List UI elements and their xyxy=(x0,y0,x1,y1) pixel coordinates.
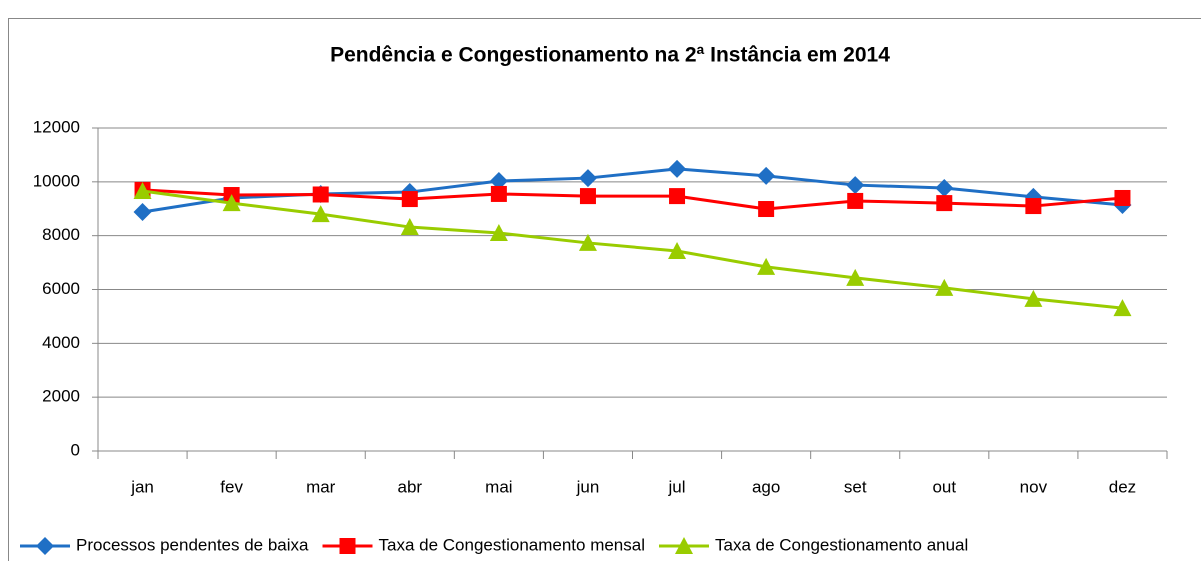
legend-label: Taxa de Congestionamento anual xyxy=(715,535,968,554)
marker-square xyxy=(1025,198,1041,214)
y-tick-label: 2000 xyxy=(42,387,80,406)
marker-square xyxy=(491,186,507,202)
x-tick-label: set xyxy=(844,477,867,496)
legend-label: Taxa de Congestionamento mensal xyxy=(379,535,646,554)
x-tick-label: dez xyxy=(1109,477,1136,496)
y-tick-label: 4000 xyxy=(42,333,80,352)
y-tick-label: 10000 xyxy=(33,171,80,190)
x-tick-label: abr xyxy=(398,477,423,496)
y-tick-label: 12000 xyxy=(33,117,80,136)
x-tick-label: jun xyxy=(576,477,600,496)
marker-square xyxy=(340,538,356,554)
marker-square xyxy=(313,186,329,202)
y-tick-label: 8000 xyxy=(42,225,80,244)
x-tick-label: out xyxy=(932,477,956,496)
marker-square xyxy=(847,193,863,209)
x-tick-label: mai xyxy=(485,477,512,496)
marker-square xyxy=(936,195,952,211)
marker-square xyxy=(669,188,685,204)
marker-square xyxy=(758,201,774,217)
x-tick-label: mar xyxy=(306,477,336,496)
marker-square xyxy=(580,188,596,204)
chart-title: Pendência e Congestionamento na 2ª Instâ… xyxy=(330,44,890,67)
marker-square xyxy=(1114,190,1130,206)
y-tick-label: 6000 xyxy=(42,279,80,298)
x-tick-label: jan xyxy=(130,477,154,496)
x-tick-label: ago xyxy=(752,477,780,496)
y-tick-label: 0 xyxy=(71,440,80,459)
x-tick-label: jul xyxy=(668,477,686,496)
x-tick-label: nov xyxy=(1020,477,1048,496)
x-tick-label: fev xyxy=(220,477,243,496)
legend-label: Processos pendentes de baixa xyxy=(76,535,309,554)
marker-square xyxy=(402,191,418,207)
